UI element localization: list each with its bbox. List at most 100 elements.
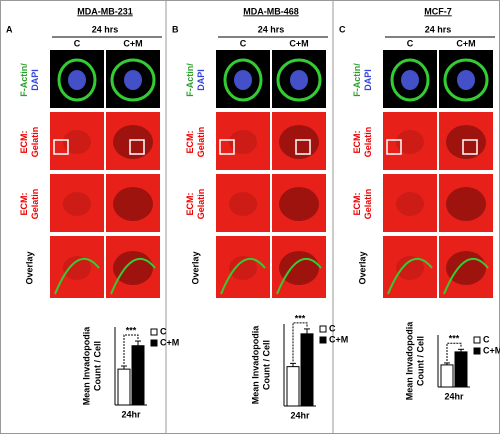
legend-swatch	[150, 339, 158, 347]
time: 24 hrs	[425, 24, 452, 34]
y-label: Mean Invadopodia	[250, 325, 260, 405]
micrograph	[216, 112, 270, 170]
legend-label: C	[483, 334, 490, 344]
row-label: DAPI	[196, 69, 206, 91]
micrograph	[50, 174, 104, 232]
row-label: Gelatin	[30, 127, 40, 158]
row-label: DAPI	[30, 69, 40, 91]
actin	[110, 257, 156, 295]
bar	[300, 333, 314, 407]
row-label: ECM:	[185, 193, 195, 216]
legend-swatch	[319, 325, 327, 333]
degradation	[63, 130, 91, 154]
micrograph	[50, 236, 104, 298]
micrograph	[383, 236, 437, 298]
roi-box	[219, 139, 235, 155]
y-label: Count / Cell	[261, 340, 271, 390]
significance-label: ***	[295, 313, 306, 323]
significance-label: ***	[126, 325, 137, 335]
micrograph	[106, 112, 160, 170]
micrograph	[439, 236, 493, 298]
actin	[276, 257, 322, 295]
cell-line: MDA-MB-468	[243, 6, 299, 16]
legend-label: C+M	[483, 345, 500, 355]
degradation	[446, 187, 486, 221]
row-label: F-Actin/	[352, 63, 362, 97]
row-label: ECM:	[19, 193, 29, 216]
condition: C	[240, 38, 247, 48]
nucleus	[290, 70, 308, 90]
y-label: Mean Invadopodia	[81, 326, 91, 406]
nucleus	[68, 70, 86, 90]
legend-swatch	[319, 336, 327, 344]
condition: C+M	[289, 38, 308, 48]
degradation	[396, 192, 424, 216]
panel-label: B	[172, 24, 179, 34]
legend-swatch	[473, 347, 481, 355]
row-label: Overlay	[24, 251, 34, 284]
degradation	[446, 125, 486, 159]
row-label: ECM:	[352, 193, 362, 216]
row-label: Gelatin	[196, 189, 206, 220]
micrograph	[272, 174, 326, 232]
micrograph	[439, 112, 493, 170]
row-label: Gelatin	[363, 127, 373, 158]
degradation	[229, 256, 257, 280]
degradation	[279, 251, 319, 285]
row-label: Gelatin	[30, 189, 40, 220]
micrograph	[216, 174, 270, 232]
cell	[223, 58, 263, 102]
cell	[110, 58, 156, 102]
micrograph	[50, 112, 104, 170]
micrograph	[216, 236, 270, 298]
cell-line: MDA-MB-231	[77, 6, 133, 16]
degradation	[63, 256, 91, 280]
degradation	[396, 130, 424, 154]
nucleus	[234, 70, 252, 90]
nucleus	[401, 70, 419, 90]
legend-label: C+M	[329, 334, 348, 344]
cell	[57, 58, 97, 102]
legend-label: C	[329, 323, 336, 333]
nucleus	[124, 70, 142, 90]
row-label: Gelatin	[363, 189, 373, 220]
significance-label: ***	[449, 334, 460, 344]
panel-label: A	[6, 24, 13, 34]
legend-swatch	[150, 328, 158, 336]
row-label: Gelatin	[196, 127, 206, 158]
actin	[54, 257, 100, 295]
roi-box	[386, 139, 402, 155]
micrograph	[383, 112, 437, 170]
legend-label: C+M	[160, 337, 179, 347]
bar	[454, 351, 468, 388]
actin	[443, 257, 489, 295]
row-label: Overlay	[357, 251, 367, 284]
row-label: ECM:	[19, 131, 29, 154]
cell	[276, 58, 322, 102]
roi-box	[462, 139, 478, 155]
legend-swatch	[473, 336, 481, 344]
condition: C+M	[456, 38, 475, 48]
roi-box	[295, 139, 311, 155]
time: 24 hrs	[92, 24, 119, 34]
degradation	[229, 192, 257, 216]
roi-box	[129, 139, 145, 155]
cell-line: MCF-7	[424, 6, 452, 16]
y-label: Mean Invadopodia	[404, 321, 414, 401]
micrograph	[272, 236, 326, 298]
row-label: DAPI	[363, 69, 373, 91]
bar	[131, 345, 145, 406]
cell	[390, 58, 430, 102]
significance	[292, 322, 308, 362]
degradation	[446, 251, 486, 285]
degradation	[113, 125, 153, 159]
condition: C	[74, 38, 81, 48]
degradation	[113, 251, 153, 285]
y-label: Count / Cell	[92, 341, 102, 391]
condition: C+M	[123, 38, 142, 48]
time: 24 hrs	[258, 24, 285, 34]
degradation	[279, 187, 319, 221]
actin	[387, 257, 433, 295]
x-tick-label: 24hr	[290, 410, 310, 420]
